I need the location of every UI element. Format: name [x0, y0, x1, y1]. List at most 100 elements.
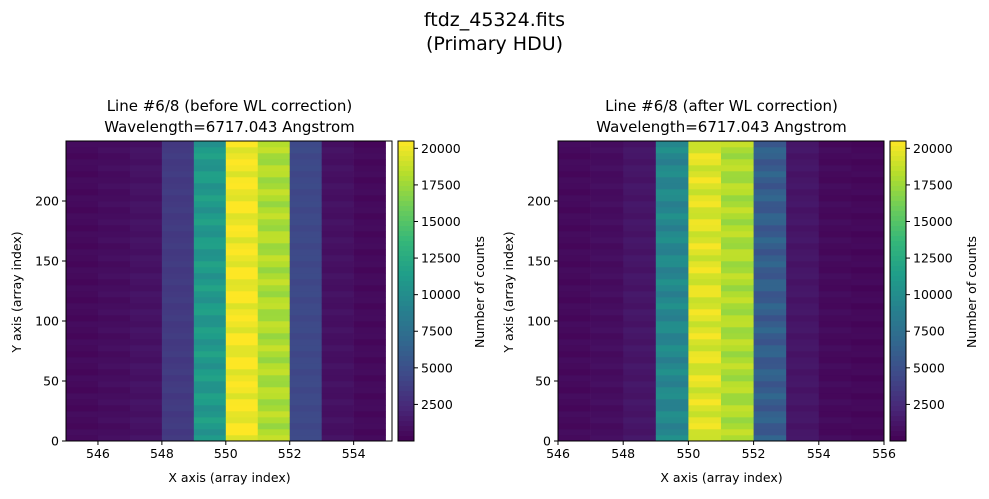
heatmap-cell — [818, 297, 852, 304]
heatmap-cell — [590, 213, 624, 220]
heatmap-cell — [786, 423, 820, 430]
heatmap-cell — [289, 309, 322, 316]
heatmap-cell — [257, 177, 291, 184]
panel-before-title-line1: Line #6/8 (before WL correction) — [107, 97, 353, 115]
heatmap-cell — [818, 177, 852, 184]
panel-after: Line #6/8 (after WL correction) Waveleng… — [501, 97, 979, 485]
heatmap-cell — [321, 243, 354, 250]
heatmap-cell — [590, 339, 624, 346]
heatmap-cell — [289, 171, 322, 178]
heatmap-cell — [753, 165, 787, 172]
heatmap-cell — [321, 201, 354, 208]
heatmap-cell — [851, 261, 884, 268]
heatmap-cell — [590, 423, 624, 430]
heatmap-cell — [97, 141, 131, 148]
heatmap-cell — [129, 357, 163, 364]
colorbar-band — [890, 206, 906, 212]
colorbar-tick-label: 5000 — [421, 360, 453, 375]
heatmap-cell — [851, 351, 884, 358]
colorbar-band — [398, 181, 414, 187]
heatmap-cell — [66, 351, 99, 358]
heatmap-cell — [786, 321, 820, 328]
heatmap-cell — [193, 429, 227, 436]
heatmap-cell — [97, 261, 131, 268]
colorbar-band — [398, 196, 414, 202]
heatmap-cell — [193, 381, 227, 388]
heatmap-cell — [193, 303, 227, 310]
heatmap-cell — [97, 351, 131, 358]
heatmap-cell — [66, 231, 99, 238]
heatmap-cell — [558, 381, 591, 388]
colorbar-band — [398, 221, 414, 227]
heatmap-cell — [257, 321, 291, 328]
heatmap-cell — [688, 261, 722, 268]
heatmap-cell — [688, 273, 722, 280]
heatmap-cell — [353, 435, 386, 441]
plot-frame — [557, 140, 885, 442]
heatmap-cell — [590, 249, 624, 256]
heatmap-cell — [289, 147, 322, 154]
heatmap-cell — [623, 387, 657, 394]
heatmap-cell — [721, 219, 754, 226]
y-tick-label: 150 — [35, 254, 59, 269]
heatmap-cell — [321, 249, 354, 256]
heatmap-cell — [193, 141, 227, 148]
heatmap-cell — [721, 315, 754, 322]
x-tick-label: 552 — [278, 446, 302, 461]
colorbar-tick-label: 7500 — [421, 324, 453, 339]
heatmap-cell — [655, 429, 689, 436]
heatmap-cell — [289, 219, 322, 226]
colorbar-band — [890, 351, 906, 357]
heatmap-cell — [353, 345, 386, 352]
colorbar-band — [398, 406, 414, 412]
heatmap-cell — [97, 405, 131, 412]
heatmap-cell — [225, 333, 259, 340]
heatmap-cell — [590, 159, 624, 166]
heatmap-cell — [786, 231, 820, 238]
colorbar-band — [398, 176, 414, 182]
heatmap-cell — [786, 435, 820, 441]
heatmap-cell — [257, 387, 291, 394]
heatmap-cell — [590, 267, 624, 274]
colorbar-band — [890, 181, 906, 187]
heatmap-cell — [688, 183, 722, 190]
colorbar-after: 2500 5000 7500 10000 12500 15000 17500 20000 — [889, 140, 953, 442]
heatmap-cell — [225, 219, 259, 226]
heatmap-cell — [97, 339, 131, 346]
heatmap-cell — [590, 321, 624, 328]
heatmap-cell — [66, 153, 99, 160]
heatmap-cell — [66, 315, 99, 322]
heatmap-cell — [753, 309, 787, 316]
heatmap-cell — [66, 363, 99, 370]
heatmap-cell — [721, 309, 754, 316]
heatmap-cell — [753, 225, 787, 232]
heatmap-cell — [590, 369, 624, 376]
heatmap-cell — [753, 213, 787, 220]
heatmap-cell — [721, 237, 754, 244]
heatmap-cell — [655, 381, 689, 388]
heatmap-cell — [129, 315, 163, 322]
heatmap-cell — [66, 411, 99, 418]
heatmap-cell — [558, 387, 591, 394]
heatmap-cell — [66, 183, 99, 190]
heatmap-cell — [129, 321, 163, 328]
heatmap-cell — [257, 147, 291, 154]
heatmap-cell — [161, 363, 195, 370]
heatmap-cell — [129, 255, 163, 262]
heatmap-cell — [558, 345, 591, 352]
heatmap-cell — [590, 147, 624, 154]
colorbar-band — [398, 271, 414, 277]
heatmap-cell — [193, 375, 227, 382]
colorbar-band — [398, 291, 414, 297]
y-tick-label: 100 — [527, 314, 551, 329]
heatmap-cell — [129, 363, 163, 370]
heatmap-cell — [851, 321, 884, 328]
heatmap-cell — [721, 279, 754, 286]
heatmap-cell — [851, 279, 884, 286]
heatmap-cell — [129, 141, 163, 148]
heatmap-cell — [786, 309, 820, 316]
colorbar-band — [890, 281, 906, 287]
heatmap-cell — [688, 243, 722, 250]
heatmap-cell — [688, 189, 722, 196]
heatmap-cell — [66, 207, 99, 214]
